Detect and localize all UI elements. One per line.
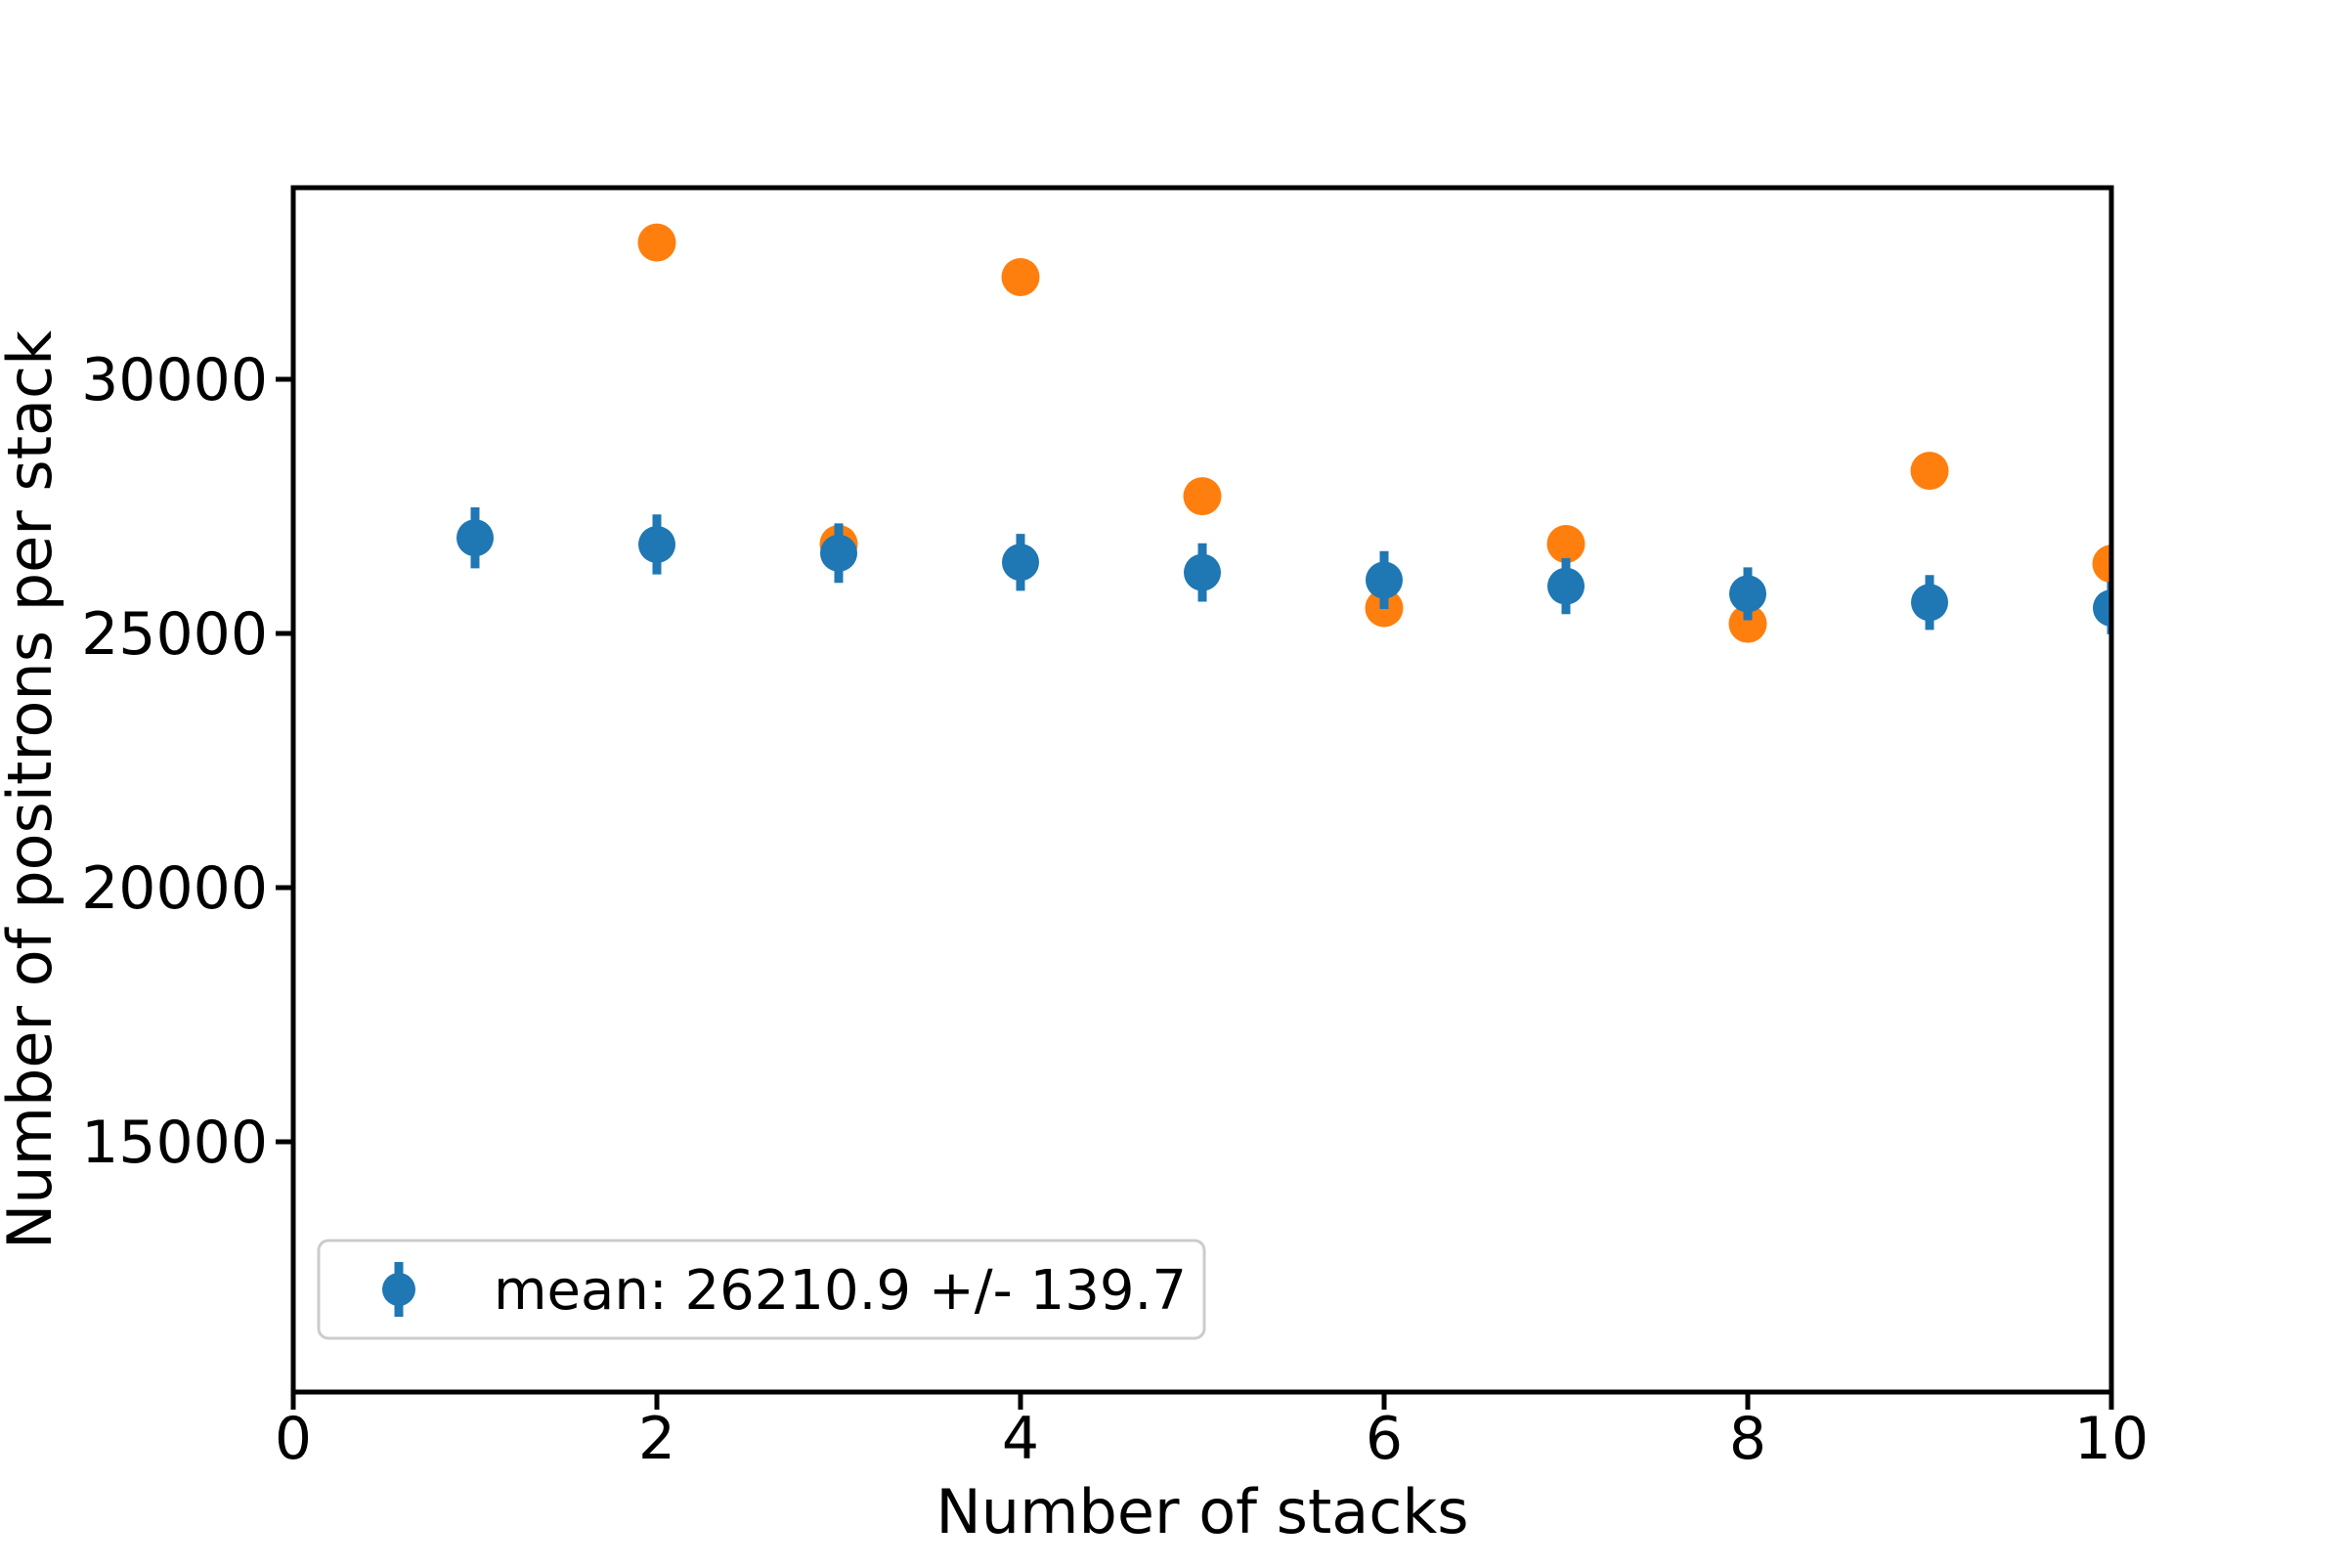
legend-marker-icon <box>382 1273 415 1306</box>
x-tick-label: 0 <box>275 1405 312 1473</box>
data-point <box>1729 575 1766 613</box>
data-point <box>1184 553 1221 591</box>
data-point <box>1546 524 1586 563</box>
x-tick-label: 10 <box>2074 1405 2149 1473</box>
data-point <box>2093 588 2111 627</box>
data-point <box>820 534 857 572</box>
x-tick-label: 8 <box>1729 1405 1766 1473</box>
legend: mean: 26210.9 +/- 139.7 <box>317 1239 1206 1340</box>
x-tick-label: 4 <box>1002 1405 1039 1473</box>
series-mean <box>456 507 2111 634</box>
data-point <box>1728 604 1767 643</box>
y-tick-label: 15000 <box>81 1109 268 1177</box>
y-tick-label: 20000 <box>81 854 268 923</box>
x-tick-label: 2 <box>638 1405 675 1473</box>
data-point <box>1001 257 1040 296</box>
data-point <box>1547 567 1585 605</box>
data-point <box>1910 452 1949 491</box>
series-layer <box>456 223 2111 643</box>
tick-layer: 0 2 4 6 8 10 15000 20000 25000 30000 <box>81 346 2149 1473</box>
y-tick-label: 30000 <box>81 346 268 414</box>
y-tick-label: 25000 <box>81 600 268 669</box>
legend-label: mean: 26210.9 +/- 139.7 <box>494 1259 1187 1323</box>
data-point <box>1911 584 1948 622</box>
axes-spines <box>290 185 2114 1395</box>
legend-box <box>317 1239 1206 1340</box>
data-point <box>638 525 675 563</box>
series-values <box>637 223 2111 643</box>
x-axis-label: Number of stacks <box>935 1476 1468 1547</box>
data-point <box>456 519 494 557</box>
data-point <box>637 223 676 262</box>
data-point <box>2092 544 2111 584</box>
x-tick-label: 6 <box>1366 1405 1403 1473</box>
data-point <box>1002 544 1039 582</box>
y-axis-label: Number of positrons per stack <box>0 330 65 1249</box>
data-point <box>1366 561 1403 599</box>
plot-area <box>293 188 2111 1392</box>
data-point <box>1183 477 1222 516</box>
